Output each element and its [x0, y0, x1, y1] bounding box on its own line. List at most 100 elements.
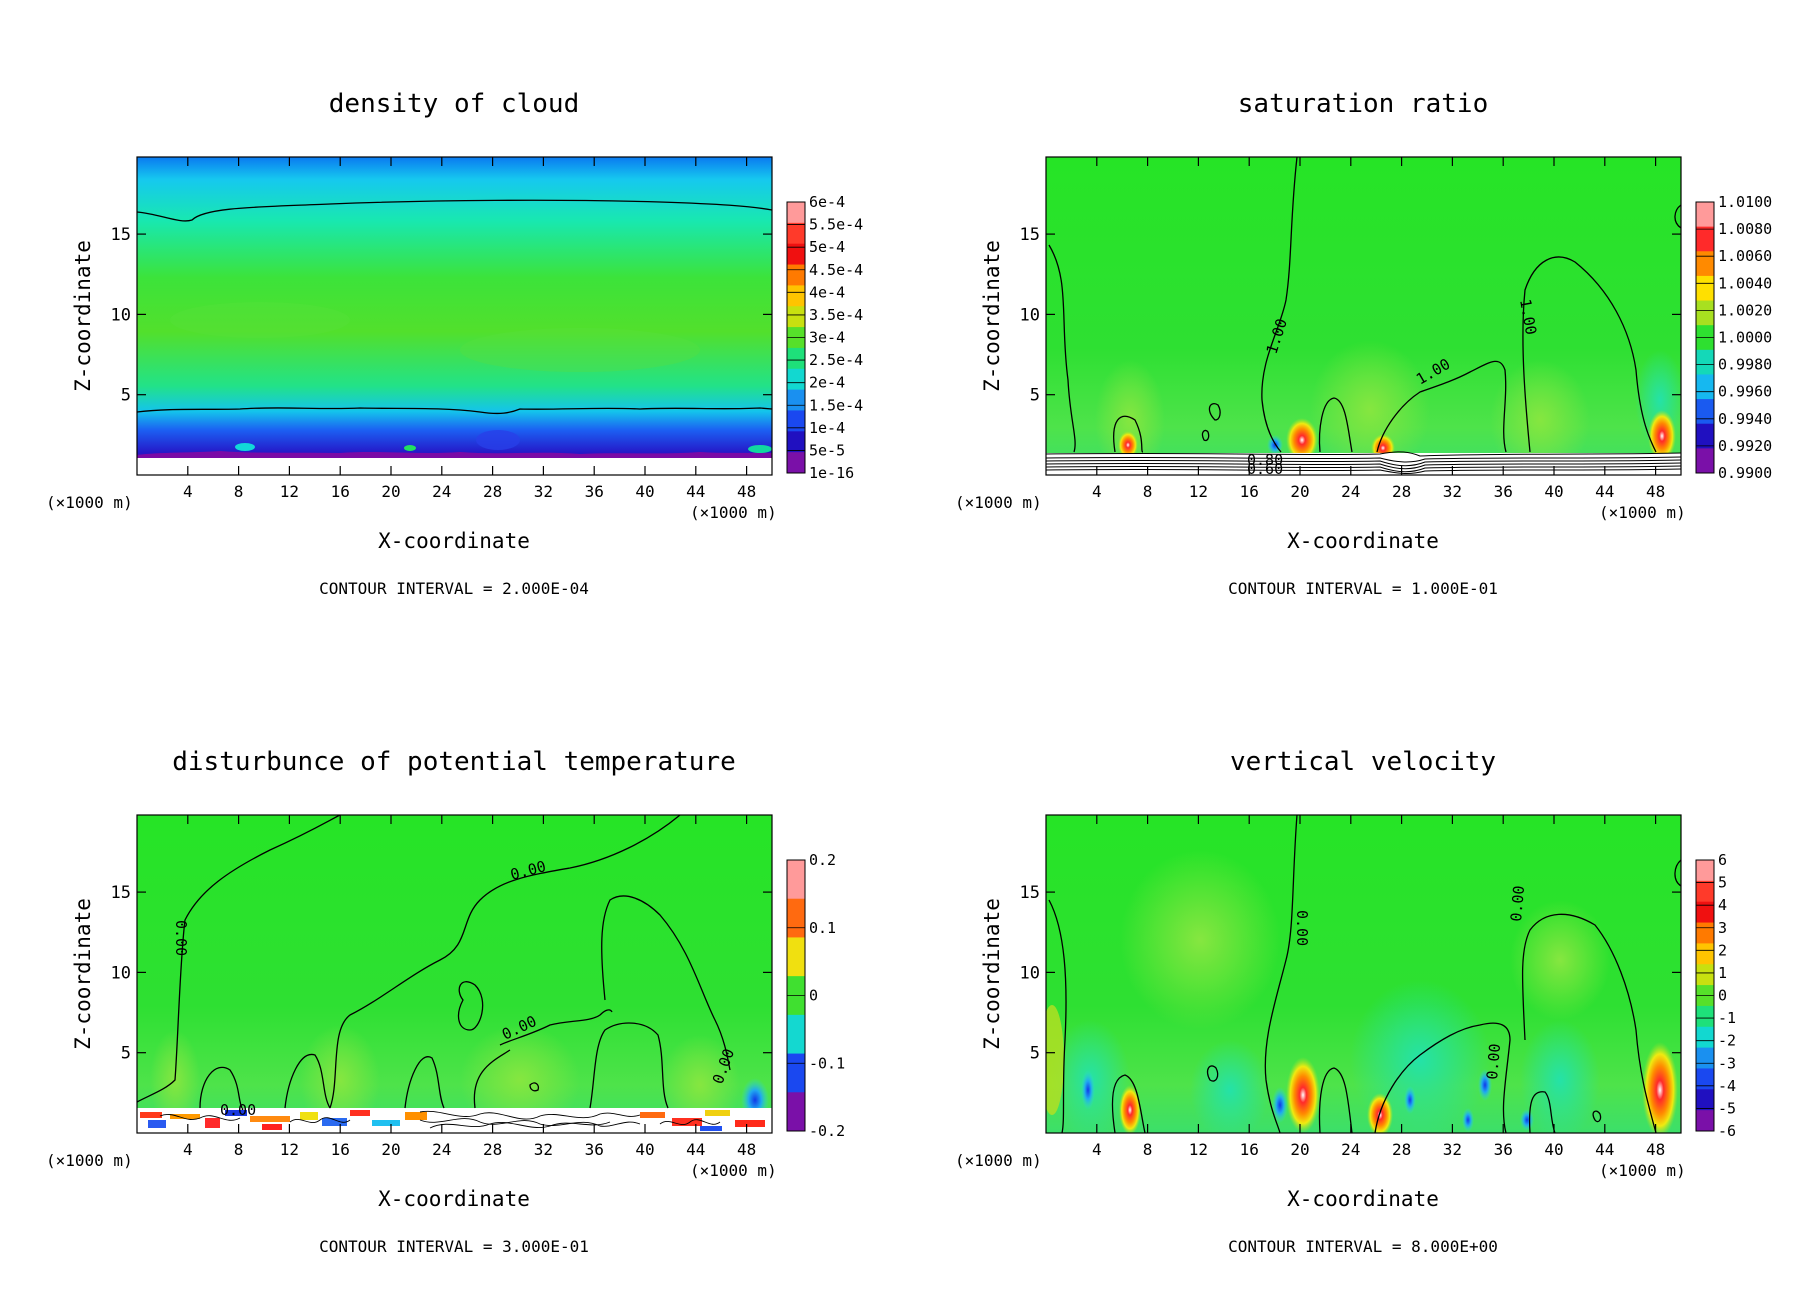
plot-field: [1046, 157, 1681, 475]
colorbar-label: 0: [1718, 987, 1727, 1005]
contour-label: 0.80: [1247, 451, 1283, 469]
x-tick-label: 16: [331, 1140, 350, 1159]
colorbar-band: [787, 285, 805, 307]
x-tick-label: 4: [1092, 1140, 1102, 1159]
x-tick-label: 44: [1595, 1140, 1614, 1159]
x-tick-label: 28: [483, 482, 502, 501]
y-ticks: 5 10 15: [111, 883, 772, 1064]
colorbar-band: [787, 937, 805, 977]
colorbar-label: 2e-4: [809, 374, 845, 392]
colorbar-band: [1696, 448, 1714, 474]
colorbar-label: -0.2: [809, 1122, 845, 1140]
chart-title: disturbunce of potential temperature: [172, 747, 736, 777]
colorbar-label: -1: [1718, 1009, 1736, 1027]
x-unit-left: (×1000 m): [46, 493, 133, 512]
colorbar-label: 1.5e-4: [809, 396, 863, 414]
colorbar-label: 1.0000: [1718, 329, 1772, 347]
colorbar-band: [1696, 964, 1714, 986]
plot-frame: [136, 156, 773, 476]
x-tick-label: 44: [1595, 482, 1614, 501]
x-unit-right: (×1000 m): [1599, 1161, 1686, 1180]
colorbar-band: [787, 860, 805, 900]
colorbar-band: [1696, 423, 1714, 449]
x-tick-label: 24: [1341, 1140, 1360, 1159]
colorbar-label: 1e-4: [809, 419, 845, 437]
colorbar-band: [787, 410, 805, 432]
colorbar-band: [787, 306, 805, 328]
x-axis-label: X-coordinate: [1287, 529, 1439, 553]
x-tick-label: 8: [1143, 482, 1153, 501]
y-axis-label: Z-coordinate: [980, 240, 1004, 392]
x-tick-label: 48: [1646, 482, 1665, 501]
colorbar: 6e-4 5.5e-4 5e-4 4.5e-4 4e-4 3.5e-4 3e-4 2.5e-4…: [786, 193, 863, 482]
colorbar-label: 0: [809, 987, 818, 1005]
colorbar-band: [787, 898, 805, 938]
contour-label: 0.60: [1247, 460, 1283, 478]
x-tick-label: 24: [432, 1140, 451, 1159]
colorbar-label: 1.0080: [1718, 220, 1772, 238]
colorbar-band: [1696, 374, 1714, 400]
x-tick-label: 20: [1290, 482, 1309, 501]
contour-label: 0.00: [172, 920, 190, 956]
colorbar-band: [787, 389, 805, 411]
x-tick-label: 48: [1646, 1140, 1665, 1159]
colorbar-band: [1696, 300, 1714, 326]
colorbar-band: [1696, 1068, 1714, 1090]
colorbar-label: -0.1: [809, 1054, 845, 1072]
plot-frame: [1045, 814, 1682, 1134]
x-tick-label: 44: [686, 482, 705, 501]
contour-label: 0.00: [1507, 885, 1528, 923]
colorbar-label: 1e-16: [809, 464, 854, 482]
colorbar-band: [787, 202, 805, 224]
x-unit-right: (×1000 m): [690, 503, 777, 522]
y-tick-label: 15: [1020, 883, 1040, 903]
x-tick-label: 4: [183, 482, 193, 501]
x-unit-left: (×1000 m): [955, 493, 1042, 512]
contour-label: 0.00: [1483, 1043, 1504, 1081]
y-tick-label: 5: [1030, 1044, 1040, 1064]
colorbar-label: 1.0020: [1718, 301, 1772, 319]
x-ticks: 4 8 12 16 20 24 28 32 36 40 44 48: [183, 815, 756, 1159]
x-tick-label: 40: [635, 1140, 654, 1159]
contour-interval: CONTOUR INTERVAL = 1.000E-01: [1228, 579, 1498, 598]
colorbar-label: -3: [1718, 1054, 1736, 1072]
colorbar-band: [787, 1053, 805, 1093]
colorbar-label: -6: [1718, 1122, 1736, 1140]
x-tick-label: 8: [234, 482, 244, 501]
chart-title: density of cloud: [329, 89, 579, 119]
x-tick-label: 12: [280, 482, 299, 501]
colorbar-band: [1696, 880, 1714, 903]
x-tick-label: 4: [183, 1140, 193, 1159]
x-tick-label: 32: [1443, 482, 1462, 501]
x-tick-label: 24: [1341, 482, 1360, 501]
colorbar-band: [1696, 399, 1714, 425]
x-tick-label: 20: [381, 482, 400, 501]
colorbar-band: [1696, 1026, 1714, 1049]
colorbar-label: 1: [1718, 964, 1727, 982]
colorbar-label: 5e-5: [809, 441, 845, 459]
y-ticks: 5 10 15: [111, 225, 772, 406]
colorbar-band: [1696, 860, 1714, 882]
x-tick-label: 24: [432, 482, 451, 501]
x-tick-label: 36: [1494, 482, 1513, 501]
x-axis-label: X-coordinate: [378, 529, 530, 553]
plot-field: [137, 815, 772, 1133]
x-tick-label: 40: [635, 482, 654, 501]
colorbar-label: 1.0100: [1718, 193, 1772, 211]
x-tick-label: 32: [534, 1140, 553, 1159]
x-tick-label: 28: [1392, 1140, 1411, 1159]
contour-interval: CONTOUR INTERVAL = 2.000E-04: [319, 579, 589, 598]
colorbar-label: 0.9920: [1718, 437, 1772, 455]
colorbar-label: 0.9960: [1718, 383, 1772, 401]
colorbar-label: 2: [1718, 941, 1727, 959]
colorbar-band: [787, 264, 805, 286]
x-tick-label: 16: [1240, 1140, 1259, 1159]
chart-title: vertical velocity: [1230, 747, 1496, 777]
x-tick-label: 12: [1189, 482, 1208, 501]
colorbar: 1.0100 1.0080 1.0060 1.0040 1.0020 1.0000 0.99…: [1695, 193, 1772, 482]
colorbar: 0.2 0.1 0 -0.1 -0.2: [786, 851, 845, 1140]
colorbar-label: 0.9980: [1718, 356, 1772, 374]
